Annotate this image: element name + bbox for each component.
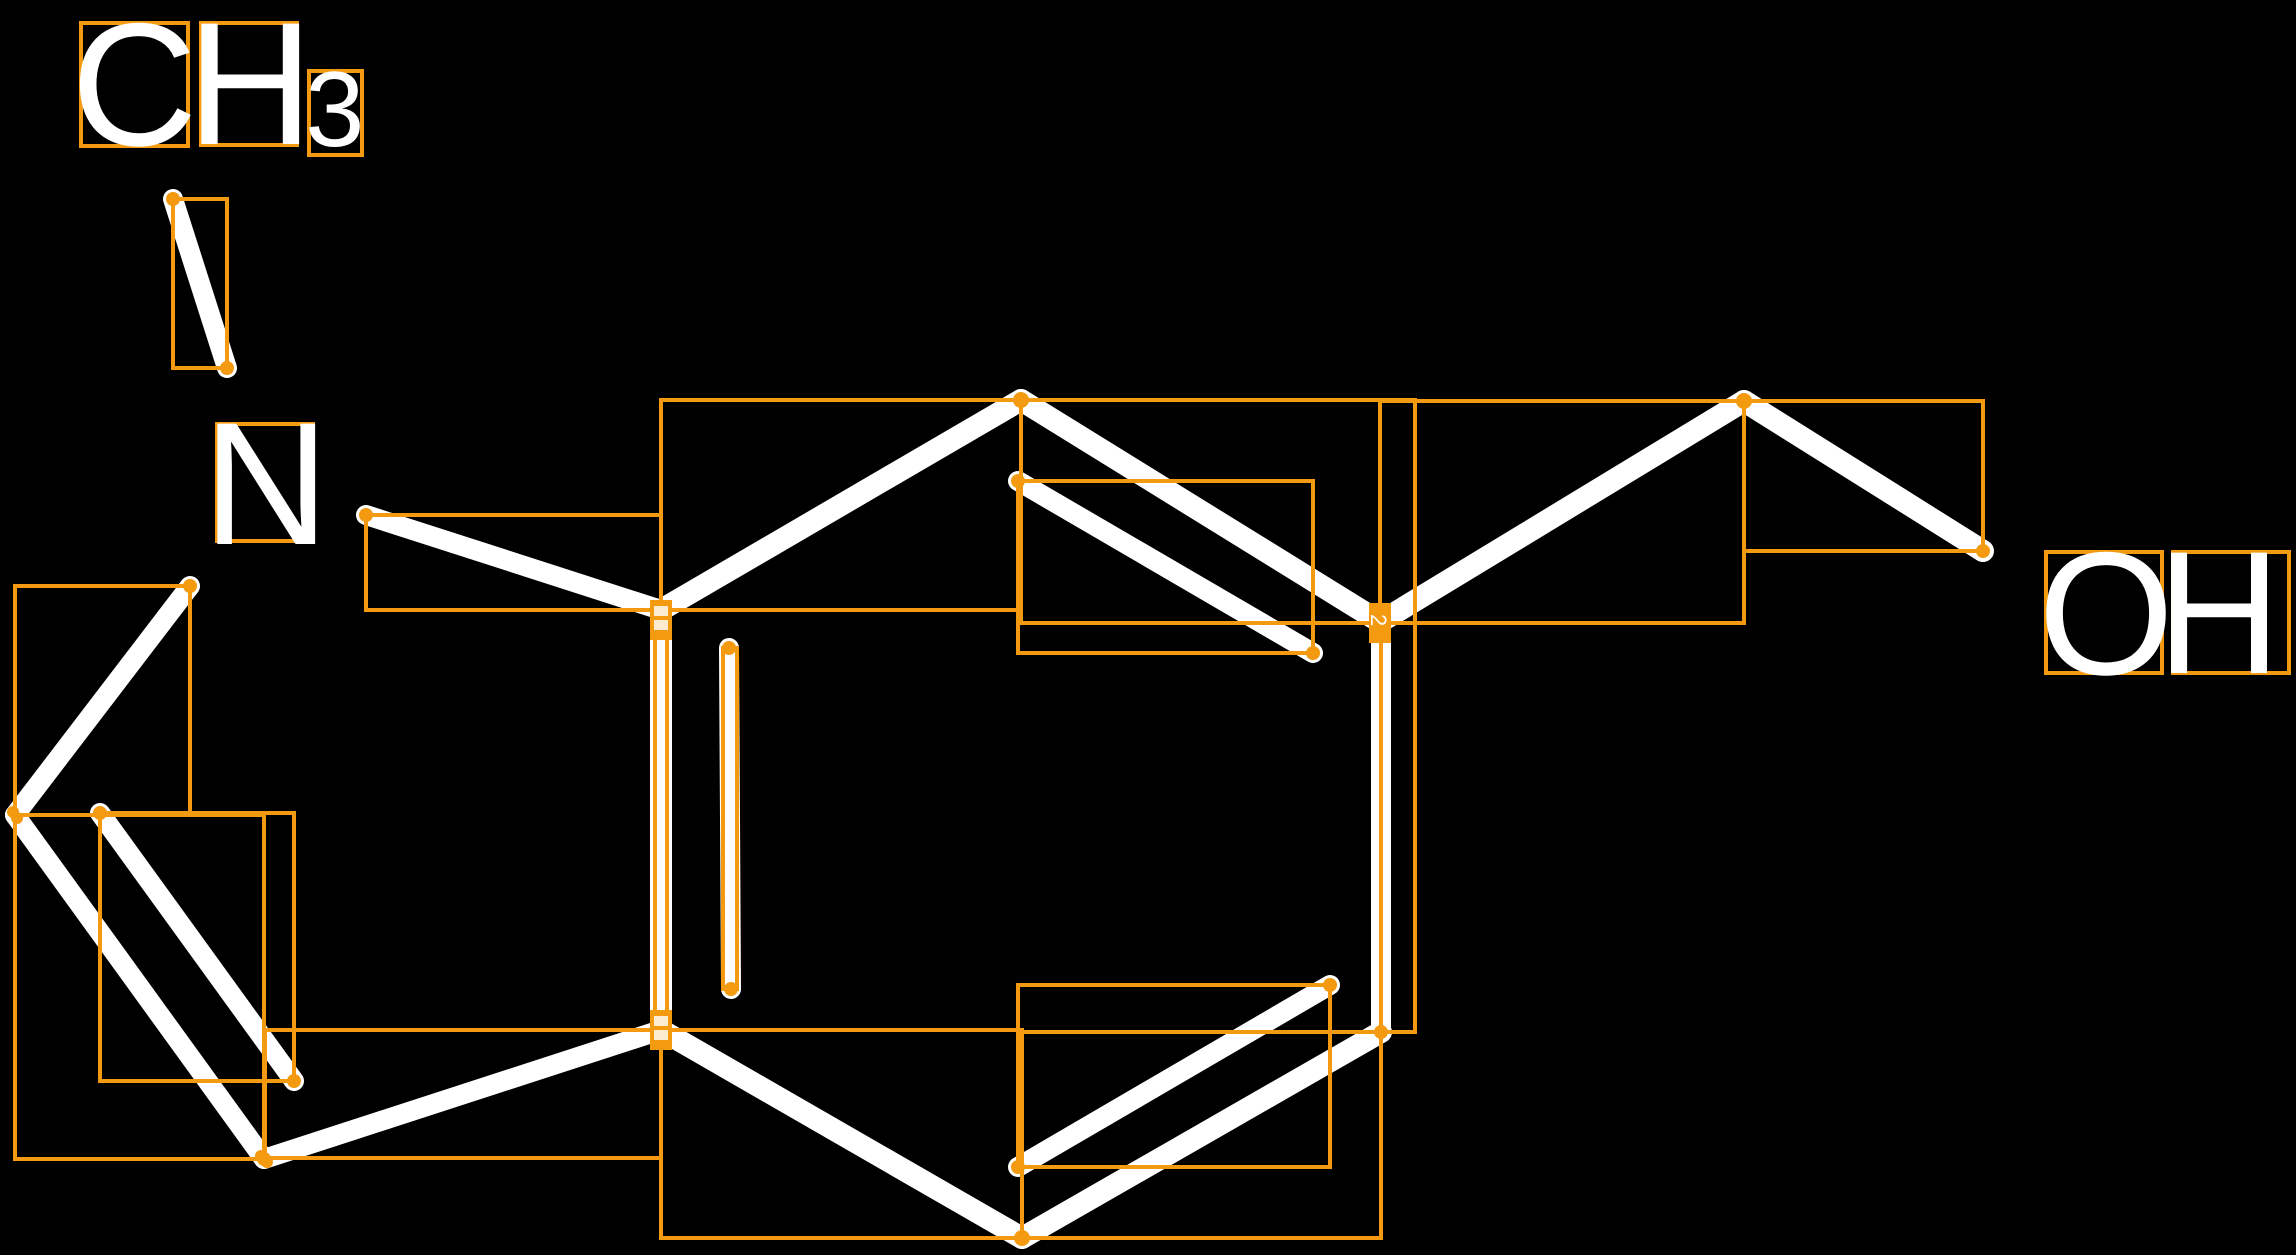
svg-text:H: H — [2157, 516, 2281, 711]
svg-text:H: H — [187, 0, 313, 182]
svg-text:3: 3 — [305, 49, 365, 169]
svg-text:2: 2 — [1366, 614, 1391, 626]
svg-text:C: C — [71, 0, 197, 183]
svg-text:N: N — [203, 387, 329, 582]
svg-text:O: O — [2038, 517, 2174, 712]
